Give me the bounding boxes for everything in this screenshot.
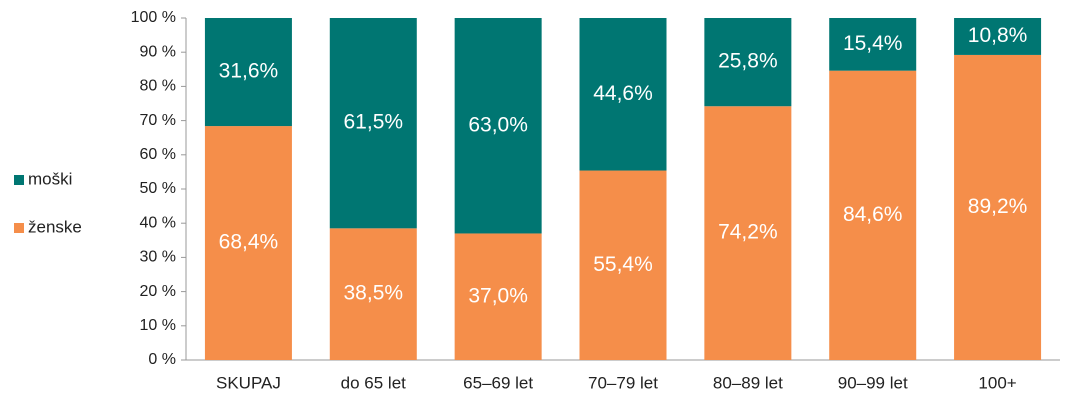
bar-segment <box>954 54 1042 360</box>
bar-segment <box>579 170 667 360</box>
legend-swatch <box>14 223 24 233</box>
x-tick-label: 70–79 let <box>588 373 658 392</box>
legend-label: ženske <box>28 217 82 236</box>
x-tick-label: do 65 let <box>341 373 406 392</box>
value-label: 84,6% <box>843 203 903 226</box>
value-label: 55,4% <box>593 253 653 276</box>
x-tick-label: 100+ <box>978 373 1016 392</box>
bar-segment <box>204 126 292 361</box>
value-label: 68,4% <box>219 231 279 254</box>
y-tick-label: 20 % <box>140 283 176 300</box>
bar-segment <box>454 18 542 234</box>
x-tick-label: 65–69 let <box>463 373 533 392</box>
x-tick-label: 80–89 let <box>713 373 783 392</box>
value-label: 37,0% <box>468 284 528 307</box>
value-label: 31,6% <box>219 60 279 83</box>
value-label: 25,8% <box>718 50 778 73</box>
x-tick-label: 90–99 let <box>838 373 908 392</box>
value-label: 63,0% <box>468 113 528 136</box>
y-tick-label: 30 % <box>140 249 176 266</box>
legend-label: moški <box>28 169 72 188</box>
value-label: 61,5% <box>344 111 404 134</box>
y-tick-label: 70 % <box>140 112 176 129</box>
bar-segment <box>704 18 792 107</box>
value-label: 44,6% <box>593 82 653 105</box>
bar-segment <box>829 70 917 360</box>
bar-segment <box>829 18 917 71</box>
bar-segment <box>454 233 542 360</box>
value-label: 15,4% <box>843 32 903 55</box>
bar-segment <box>704 106 792 361</box>
y-tick-label: 60 % <box>140 146 176 163</box>
value-label: 10,8% <box>968 24 1028 47</box>
bar-segment <box>329 18 417 229</box>
value-label: 74,2% <box>718 221 778 244</box>
y-tick-label: 100 % <box>131 9 176 26</box>
x-tick-label: SKUPAJ <box>216 373 281 392</box>
y-tick-label: 90 % <box>140 43 176 60</box>
y-tick-label: 0 % <box>148 351 176 368</box>
y-tick-label: 50 % <box>140 180 176 197</box>
bar-segment <box>329 228 417 360</box>
y-tick-label: 80 % <box>140 78 176 95</box>
bar-segment <box>954 18 1042 55</box>
y-tick-label: 40 % <box>140 214 176 231</box>
bar-segment <box>204 18 292 127</box>
bar-segment <box>579 18 667 171</box>
legend-swatch <box>14 175 24 185</box>
value-label: 89,2% <box>968 195 1028 218</box>
y-tick-label: 10 % <box>140 317 176 334</box>
value-label: 38,5% <box>344 282 404 305</box>
